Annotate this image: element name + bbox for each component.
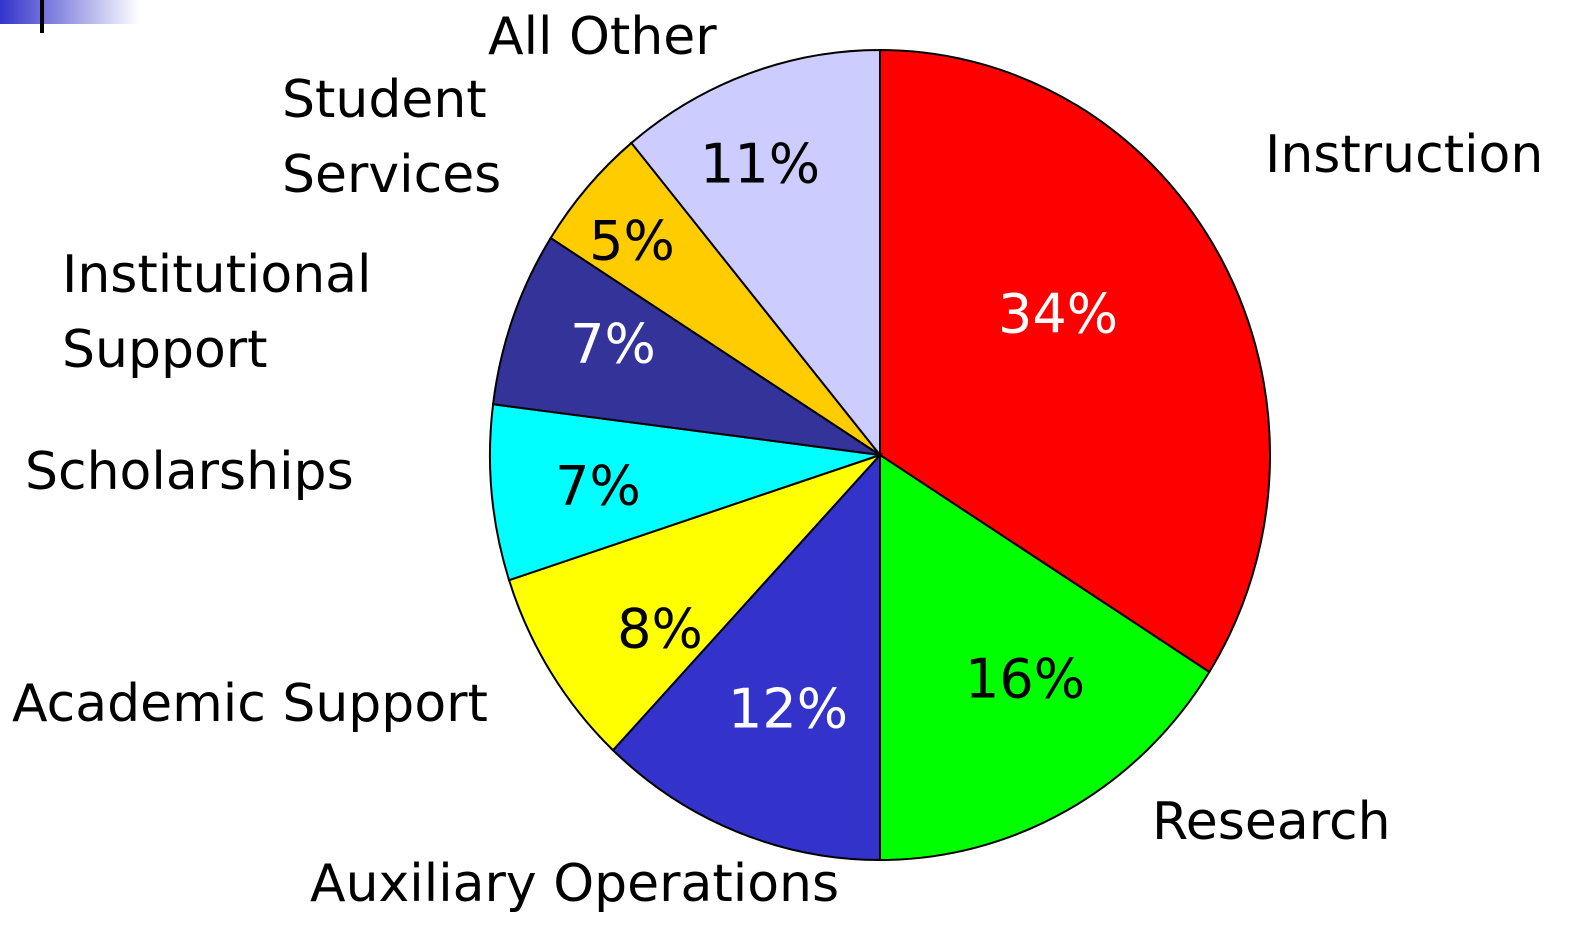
value-label: 16%	[965, 648, 1085, 711]
pie-slice	[489, 403, 881, 582]
pie	[489, 48, 1271, 862]
value-label: 34%	[998, 283, 1118, 346]
category-label: Scholarships	[25, 442, 354, 502]
pie-slice	[491, 236, 881, 456]
pie-slice	[630, 48, 881, 458]
category-label: Institutional Support	[62, 245, 372, 380]
corner-bar	[40, 0, 44, 33]
category-label: Auxiliary Operations	[310, 854, 839, 914]
category-label: Research	[1152, 792, 1391, 852]
value-label: 8%	[617, 598, 703, 661]
pie-slice	[611, 452, 881, 862]
value-label: 11%	[700, 133, 820, 196]
pie-slice	[879, 453, 1211, 862]
category-label: Academic Support	[12, 674, 488, 734]
value-label: 7%	[570, 313, 656, 376]
value-label: 7%	[555, 455, 641, 518]
pie-slice	[507, 452, 884, 752]
pie-slice	[879, 48, 1271, 674]
value-label: 5%	[589, 210, 675, 273]
value-label: 12%	[728, 678, 848, 741]
category-label: All Other	[488, 7, 717, 67]
category-label: Instruction	[1265, 125, 1543, 185]
category-label: Student Services	[282, 70, 501, 205]
corner-decoration	[0, 0, 140, 24]
